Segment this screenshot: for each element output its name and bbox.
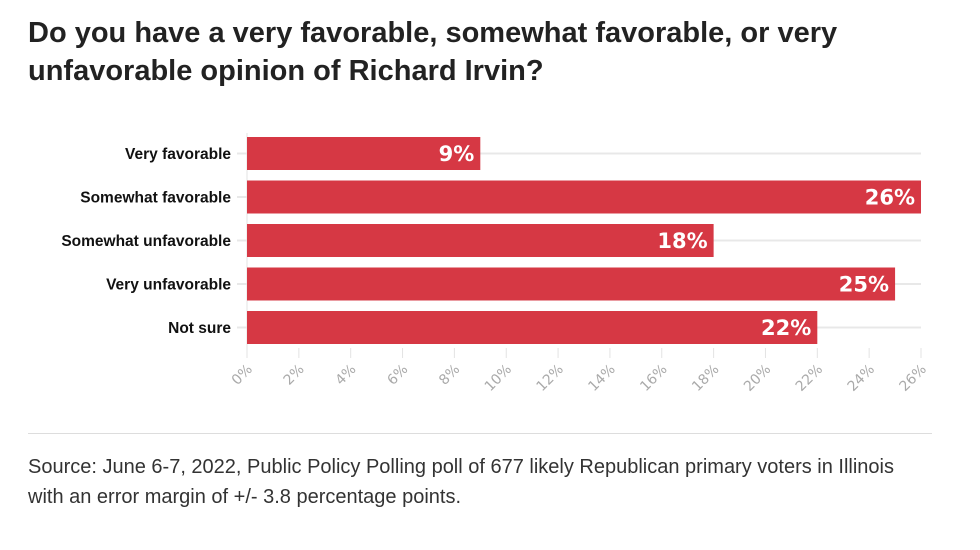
data-label: 26% (865, 186, 915, 210)
data-label: 22% (761, 316, 811, 340)
bar-chart: Very favorable 9% Somewhat favorable 26% Som… (61, 133, 930, 395)
x-tick-label: 4% (332, 362, 359, 389)
x-tick-label: 24% (845, 362, 878, 395)
bar (247, 267, 896, 301)
bar (247, 311, 818, 344)
divider (28, 433, 932, 434)
chart-title: Do you have a very favorable, somewhat f… (28, 17, 838, 87)
bar (247, 137, 481, 170)
x-tick-label: 18% (689, 362, 722, 395)
category-label: Not sure (168, 320, 231, 337)
x-tick-label: 16% (637, 362, 670, 395)
x-tick-label: 8% (436, 362, 463, 389)
x-tick-label: 12% (534, 362, 567, 395)
x-tick-label: 0% (229, 362, 256, 389)
bar (247, 224, 714, 257)
data-label: 25% (839, 273, 889, 297)
x-tick-label: 26% (897, 362, 930, 395)
x-tick-label: 6% (384, 362, 411, 389)
x-tick-label: 20% (741, 362, 774, 395)
x-tick-label: 2% (281, 362, 308, 389)
data-label: 18% (657, 229, 707, 253)
category-label: Somewhat unfavorable (61, 233, 231, 250)
category-label: Somewhat favorable (80, 190, 231, 207)
bar (247, 180, 921, 214)
category-label: Very favorable (125, 146, 231, 163)
category-label: Very unfavorable (106, 277, 231, 294)
source-note: Source: June 6-7, 2022, Public Policy Po… (28, 456, 894, 508)
x-tick-label: 22% (793, 362, 826, 395)
x-tick-label: 10% (482, 362, 515, 395)
data-label: 9% (439, 142, 475, 166)
x-tick-label: 14% (585, 362, 618, 395)
